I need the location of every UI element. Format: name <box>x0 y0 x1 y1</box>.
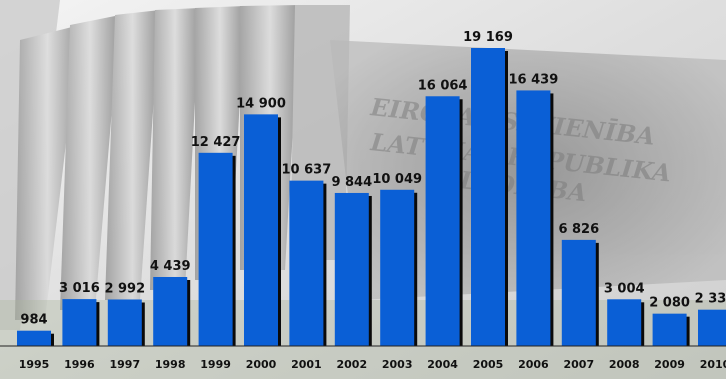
value-label: 2 336 <box>695 292 726 307</box>
x-tick-label: 1998 <box>155 358 186 371</box>
x-tick-label: 2001 <box>291 358 322 371</box>
value-label: 14 900 <box>236 96 286 111</box>
value-label: 16 064 <box>418 78 468 93</box>
value-label: 2 992 <box>104 281 145 296</box>
bar-2010 <box>698 309 726 346</box>
x-tick-labels-group: 1995 1996 1997 1998 1999 2000 2001 2002 2003 2004… <box>19 358 726 371</box>
value-label: 12 427 <box>191 135 241 150</box>
x-tick-label: 2008 <box>609 358 640 371</box>
bar-2005 <box>471 48 505 346</box>
x-tick-label: 1995 <box>19 358 50 371</box>
value-label: 16 439 <box>509 72 559 87</box>
bar-2007 <box>561 239 596 346</box>
bar-1997 <box>107 299 142 346</box>
bar-2001 <box>289 180 324 346</box>
bar-1998 <box>153 276 188 346</box>
bar-1996 <box>62 299 97 346</box>
value-label: 10 049 <box>372 172 422 187</box>
value-label: 984 <box>20 313 47 328</box>
value-label: 3 016 <box>59 281 100 296</box>
bar-2004 <box>425 96 460 346</box>
x-tick-label: 1996 <box>64 358 95 371</box>
bars-group <box>17 48 726 346</box>
x-tick-label: 2010 <box>700 358 726 371</box>
x-tick-label: 1999 <box>200 358 231 371</box>
x-tick-label: 1997 <box>109 358 140 371</box>
x-tick-label: 2006 <box>518 358 549 371</box>
x-tick-label: 2000 <box>246 358 277 371</box>
value-label: 10 637 <box>282 163 332 178</box>
value-label: 3 004 <box>604 281 645 296</box>
bar-2002 <box>334 192 369 346</box>
bar-2000 <box>244 114 278 346</box>
value-label: 6 826 <box>558 222 599 237</box>
bar-2003 <box>380 189 415 346</box>
x-tick-label: 2004 <box>427 358 458 371</box>
bar-2009 <box>652 313 687 346</box>
x-tick-label: 2002 <box>336 358 367 371</box>
bar-2008 <box>607 299 642 346</box>
value-label: 19 169 <box>463 30 513 45</box>
bar-1995 <box>17 330 51 346</box>
value-label: 9 844 <box>331 175 372 190</box>
x-tick-label: 2007 <box>563 358 594 371</box>
value-label: 2 080 <box>649 296 690 311</box>
x-tick-label: 2003 <box>382 358 413 371</box>
bar-1999 <box>198 152 233 346</box>
x-tick-label: 2005 <box>473 358 504 371</box>
value-label: 4 439 <box>150 259 191 274</box>
bar-2006 <box>516 90 551 346</box>
x-tick-label: 2009 <box>654 358 685 371</box>
